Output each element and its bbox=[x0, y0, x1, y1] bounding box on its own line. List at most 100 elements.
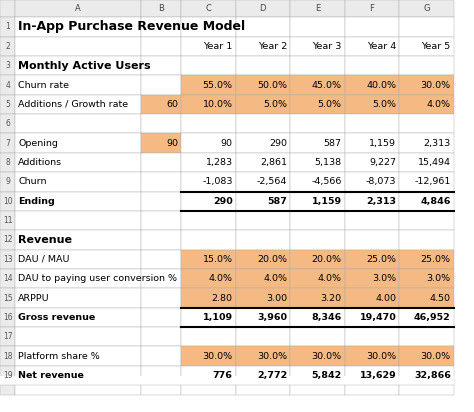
Text: 7: 7 bbox=[5, 139, 10, 147]
Bar bbox=[181, 172, 236, 192]
Bar bbox=[0, 56, 15, 75]
Text: 15,494: 15,494 bbox=[418, 158, 451, 167]
Bar bbox=[15, 56, 141, 75]
Text: 2,313: 2,313 bbox=[424, 139, 451, 147]
Text: 19,470: 19,470 bbox=[359, 313, 396, 322]
Bar bbox=[15, 17, 141, 37]
Text: Year 4: Year 4 bbox=[367, 42, 396, 51]
Bar bbox=[0, 288, 15, 308]
Bar bbox=[399, 114, 454, 133]
Text: F: F bbox=[369, 4, 374, 13]
Bar bbox=[345, 250, 399, 269]
Bar bbox=[290, 75, 345, 95]
Bar bbox=[15, 114, 141, 133]
Text: ARPPU: ARPPU bbox=[18, 294, 50, 302]
Bar bbox=[0, 192, 15, 211]
Bar bbox=[236, 172, 290, 192]
Bar bbox=[399, 75, 454, 95]
Text: C: C bbox=[205, 4, 211, 13]
Text: DAU / MAU: DAU / MAU bbox=[18, 255, 70, 264]
Bar bbox=[236, 133, 290, 153]
Bar bbox=[290, 95, 345, 114]
Bar bbox=[141, 192, 181, 211]
Text: -12,961: -12,961 bbox=[414, 178, 451, 186]
Bar bbox=[0, 95, 15, 114]
Text: 587: 587 bbox=[324, 139, 342, 147]
Bar bbox=[345, 288, 399, 308]
Bar bbox=[15, 133, 141, 153]
Bar bbox=[181, 308, 236, 327]
Bar bbox=[141, 114, 181, 133]
Bar bbox=[181, 230, 236, 250]
Text: -4,566: -4,566 bbox=[311, 178, 342, 186]
Bar bbox=[345, 95, 399, 114]
Bar bbox=[181, 56, 236, 75]
Bar bbox=[236, 192, 290, 211]
Text: 50.0%: 50.0% bbox=[257, 81, 287, 89]
Bar bbox=[345, 0, 399, 17]
Text: 3.00: 3.00 bbox=[266, 294, 287, 302]
Bar bbox=[345, 269, 399, 288]
Bar bbox=[141, 75, 181, 95]
Bar bbox=[15, 172, 141, 192]
Text: 60: 60 bbox=[166, 100, 178, 109]
Bar bbox=[399, 327, 454, 346]
Bar bbox=[181, 153, 236, 172]
Text: 3.0%: 3.0% bbox=[427, 274, 451, 283]
Bar bbox=[399, 308, 454, 327]
Bar bbox=[290, 366, 345, 385]
Bar bbox=[399, 37, 454, 56]
Text: Additions: Additions bbox=[18, 158, 62, 167]
Bar bbox=[290, 269, 345, 288]
Bar bbox=[0, 269, 15, 288]
Text: D: D bbox=[260, 4, 266, 13]
Text: 30.0%: 30.0% bbox=[311, 352, 342, 360]
Bar bbox=[290, 211, 345, 230]
Bar bbox=[181, 0, 236, 17]
Text: 18: 18 bbox=[3, 352, 12, 360]
Bar bbox=[399, 153, 454, 172]
Bar bbox=[290, 17, 345, 37]
Text: 45.0%: 45.0% bbox=[312, 81, 342, 89]
Text: 2: 2 bbox=[5, 42, 10, 51]
Text: 30.0%: 30.0% bbox=[366, 352, 396, 360]
Bar bbox=[290, 56, 345, 75]
Text: 1,283: 1,283 bbox=[206, 158, 233, 167]
Bar bbox=[236, 0, 290, 17]
Bar bbox=[236, 327, 290, 346]
Text: 25.0%: 25.0% bbox=[366, 255, 396, 264]
Bar bbox=[181, 250, 236, 269]
Text: 4.50: 4.50 bbox=[430, 294, 451, 302]
Bar bbox=[181, 366, 236, 385]
Bar bbox=[399, 172, 454, 192]
Bar bbox=[181, 192, 236, 211]
Bar bbox=[0, 385, 15, 395]
Bar bbox=[236, 37, 290, 56]
Text: 1,159: 1,159 bbox=[311, 197, 342, 206]
Text: 14: 14 bbox=[3, 274, 12, 283]
Bar bbox=[15, 230, 141, 250]
Bar bbox=[399, 133, 454, 153]
Bar bbox=[15, 269, 141, 288]
Bar bbox=[236, 75, 290, 95]
Text: 3.20: 3.20 bbox=[320, 294, 342, 302]
Bar bbox=[399, 385, 454, 395]
Text: 8: 8 bbox=[5, 158, 10, 167]
Bar bbox=[181, 17, 236, 37]
Bar bbox=[15, 192, 141, 211]
Bar bbox=[345, 75, 399, 95]
Text: 4,846: 4,846 bbox=[420, 197, 451, 206]
Bar bbox=[399, 288, 454, 308]
Bar bbox=[141, 230, 181, 250]
Bar bbox=[15, 366, 141, 385]
Text: G: G bbox=[423, 4, 429, 13]
Text: Ending: Ending bbox=[18, 197, 55, 206]
Bar bbox=[181, 114, 236, 133]
Text: 30.0%: 30.0% bbox=[202, 352, 233, 360]
Text: In-App Purchase Revenue Model: In-App Purchase Revenue Model bbox=[18, 21, 245, 33]
Text: 2,313: 2,313 bbox=[366, 197, 396, 206]
Bar bbox=[141, 346, 181, 366]
Text: 1,109: 1,109 bbox=[202, 313, 233, 322]
Text: A: A bbox=[75, 4, 81, 13]
Bar bbox=[15, 288, 141, 308]
